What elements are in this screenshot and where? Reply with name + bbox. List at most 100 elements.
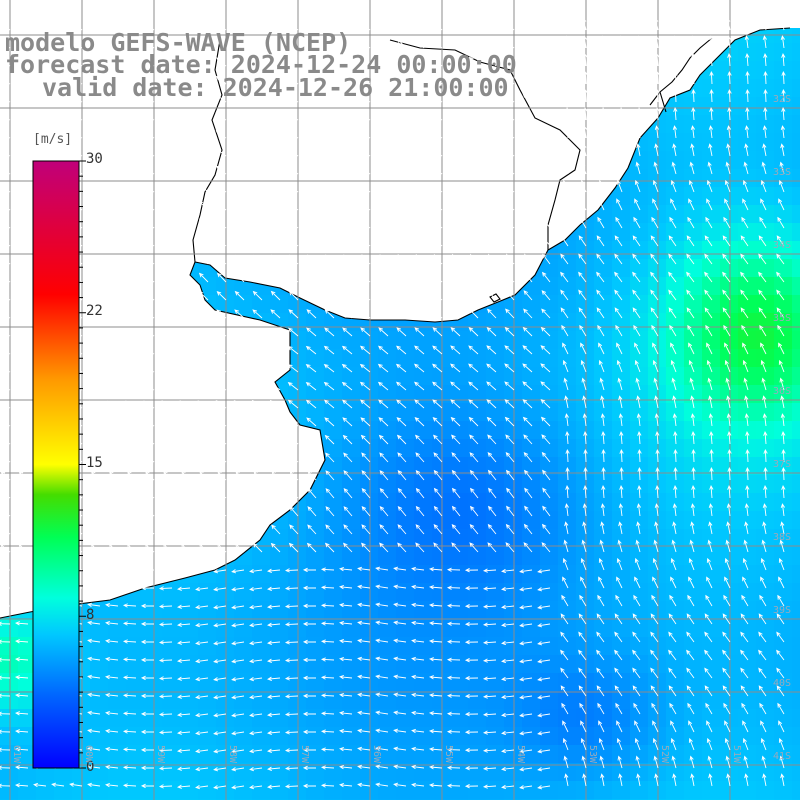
wind-arrow xyxy=(0,255,11,265)
field-cell xyxy=(738,223,757,242)
wind-arrow xyxy=(269,345,281,355)
wind-arrow xyxy=(690,773,695,787)
wind-arrow xyxy=(778,557,785,571)
field-cell xyxy=(198,727,217,746)
wind-arrow xyxy=(565,107,570,121)
field-cell xyxy=(630,349,649,368)
wind-arrow xyxy=(633,702,641,715)
wind-arrow xyxy=(687,216,695,229)
field-cell xyxy=(252,601,271,620)
lat-label-41s: 41S xyxy=(773,751,792,762)
wind-arrow xyxy=(469,38,479,49)
wind-arrow xyxy=(18,525,29,535)
wind-arrow xyxy=(395,363,407,373)
wind-arrow xyxy=(213,605,227,610)
field-cell xyxy=(792,349,800,368)
wind-arrow xyxy=(108,470,119,481)
wind-arrow xyxy=(488,487,497,499)
wind-arrow xyxy=(522,345,533,355)
wind-arrow xyxy=(0,675,11,680)
wind-arrow xyxy=(213,767,227,772)
wind-arrow xyxy=(0,365,11,373)
wind-arrow xyxy=(726,773,731,787)
wind-arrow xyxy=(320,657,335,662)
field-cell xyxy=(558,403,577,422)
field-cell xyxy=(486,367,505,386)
wind-arrow xyxy=(158,748,173,753)
wind-arrow xyxy=(433,469,443,481)
wind-arrow xyxy=(618,125,624,139)
field-cell xyxy=(108,619,127,638)
wind-arrow xyxy=(179,346,191,355)
field-cell xyxy=(558,349,577,368)
wind-arrow xyxy=(482,604,497,609)
wind-arrow xyxy=(199,488,209,499)
wind-arrow xyxy=(691,70,696,85)
wind-arrow xyxy=(307,506,317,517)
wind-arrow xyxy=(375,782,389,787)
wind-arrow xyxy=(342,542,353,553)
wind-arrow xyxy=(271,524,281,535)
field-cell xyxy=(162,637,181,656)
wind-arrow xyxy=(325,254,335,265)
field-cell xyxy=(774,439,793,458)
wind-arrow xyxy=(125,346,137,355)
wind-arrow xyxy=(122,585,137,590)
wind-arrow xyxy=(199,254,209,265)
wind-arrow xyxy=(320,711,335,716)
field-cell xyxy=(630,673,649,692)
field-cell xyxy=(468,709,487,728)
field-cell xyxy=(612,763,631,782)
wind-arrow xyxy=(744,413,750,427)
wind-arrow xyxy=(487,271,497,283)
wind-arrow xyxy=(320,585,335,590)
wind-arrow xyxy=(306,290,317,301)
wind-arrow xyxy=(306,434,317,445)
wind-arrow xyxy=(0,729,11,734)
field-cell xyxy=(270,691,289,710)
wind-arrow xyxy=(704,289,713,301)
wind-arrow xyxy=(378,75,389,85)
field-cell xyxy=(252,763,271,782)
field-cell xyxy=(378,331,397,350)
wind-arrow xyxy=(302,711,317,717)
field-cell xyxy=(774,169,793,188)
wind-arrow xyxy=(429,729,443,734)
field-cell xyxy=(414,565,433,584)
wind-arrow xyxy=(415,272,425,283)
wind-arrow xyxy=(393,728,407,733)
field-cell xyxy=(198,601,217,620)
wind-arrow xyxy=(324,75,335,85)
wind-arrow xyxy=(414,417,425,427)
field-cell xyxy=(792,709,800,728)
wind-arrow xyxy=(725,161,731,175)
wind-arrow xyxy=(469,542,479,553)
wind-arrow xyxy=(379,272,389,283)
wind-arrow xyxy=(541,38,551,49)
wind-arrow xyxy=(578,235,587,247)
wind-arrow xyxy=(343,452,353,463)
field-cell xyxy=(738,313,757,332)
wind-arrow xyxy=(195,766,209,772)
field-cell xyxy=(558,313,577,332)
wind-arrow xyxy=(758,685,767,697)
field-cell xyxy=(270,745,289,764)
field-cell xyxy=(630,313,649,332)
colorbar-tick-0: 0 xyxy=(86,759,95,775)
field-cell xyxy=(666,403,685,422)
field-cell xyxy=(738,151,757,170)
wind-arrow xyxy=(324,434,335,445)
wind-arrow xyxy=(429,567,443,572)
wind-arrow xyxy=(177,640,191,645)
wind-arrow xyxy=(140,747,155,753)
field-cell xyxy=(540,673,559,692)
wind-arrow xyxy=(691,448,696,463)
wind-arrow xyxy=(429,621,443,626)
field-cell xyxy=(666,349,685,368)
wind-arrow xyxy=(144,435,155,445)
wind-arrow xyxy=(357,728,371,733)
wind-arrow xyxy=(617,161,623,175)
wind-arrow xyxy=(704,271,713,283)
wind-arrow xyxy=(429,603,443,608)
wind-arrow xyxy=(560,649,569,661)
